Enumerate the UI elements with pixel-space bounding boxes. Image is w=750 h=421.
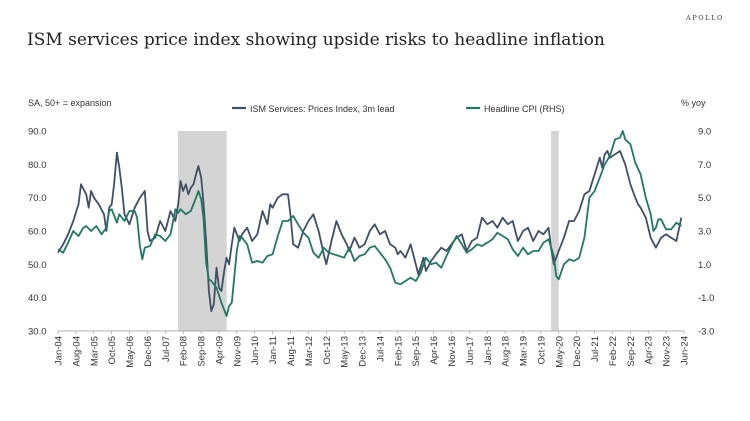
- x-tick-label: Nov-16: [447, 336, 458, 367]
- x-tick-label: Nov-09: [232, 336, 243, 367]
- x-tick-label: Jun-24: [680, 336, 691, 365]
- x-tick-label: Jan-11: [268, 336, 279, 364]
- right-tick-label: -1.0: [698, 293, 714, 304]
- recession-shading: [178, 131, 559, 331]
- x-tick-label: Sep-22: [626, 336, 637, 367]
- x-tick-label: Oct-12: [322, 336, 333, 365]
- x-tick-label: May-13: [340, 336, 351, 368]
- recession-band-0: [178, 131, 227, 331]
- x-tick-label: Feb-22: [608, 336, 619, 366]
- x-tick-label: Apr-16: [429, 336, 440, 365]
- series-line-headline-cpi: [57, 130, 682, 317]
- left-tick-label: 90.0: [28, 127, 47, 138]
- x-tick-label: Mar-12: [304, 336, 315, 366]
- chart-title: ISM services price index showing upside …: [27, 30, 605, 50]
- x-tick-label: May-20: [554, 336, 565, 368]
- x-tick-label: Mar-19: [519, 336, 530, 366]
- left-tick-label: 60.0: [28, 227, 47, 238]
- x-tick-label: Sep-15: [411, 336, 422, 367]
- series-line-ism-services: [57, 150, 683, 312]
- x-tick-label: May-06: [125, 336, 136, 368]
- x-tick-label: Dec-20: [572, 336, 583, 367]
- x-tick-label: Aug-11: [286, 336, 297, 366]
- left-axis-note: SA, 50+ = expansion: [28, 98, 112, 108]
- left-tick-label: 70.0: [28, 193, 47, 204]
- x-tick-label: Jul-07: [161, 336, 172, 362]
- x-tick-label: Sep-08: [197, 336, 208, 367]
- x-tick-label: Jan-04: [54, 336, 65, 365]
- x-tick-label: Jul-21: [590, 336, 601, 362]
- x-tick-label: Dec-13: [358, 336, 369, 367]
- x-tick-label: Jan-18: [483, 336, 494, 365]
- x-tick-label: Jul-14: [375, 336, 386, 362]
- legend: ISM Services: Prices Index, 3m lead Head…: [232, 104, 565, 114]
- x-tick-label: Oct-05: [107, 336, 118, 365]
- recession-band-1: [551, 131, 559, 331]
- legend-label-ism: ISM Services: Prices Index, 3m lead: [250, 104, 395, 114]
- right-tick-label: 7.0: [698, 160, 711, 171]
- x-tick-label: Nov-23: [662, 336, 673, 367]
- x-tick-label: Mar-05: [89, 336, 100, 366]
- right-axis-ticks: -3.0 -1.0 1.0 3.0 5.0 7.0 9.0: [698, 127, 714, 338]
- right-tick-label: -3.0: [698, 327, 714, 338]
- x-tick-label: Apr-09: [214, 336, 225, 365]
- brand-logo: APOLLO: [686, 14, 724, 22]
- right-tick-label: 5.0: [698, 193, 711, 204]
- x-tick-label: Jun-17: [465, 336, 476, 365]
- x-tick-label: Feb-08: [179, 336, 190, 366]
- left-axis-ticks: 30.0 40.0 50.0 60.0 70.0 80.0 90.0: [28, 127, 47, 338]
- right-axis-note: % yoy: [681, 98, 706, 108]
- right-tick-label: 1.0: [698, 260, 711, 271]
- right-tick-label: 3.0: [698, 227, 711, 238]
- x-tick-label: Jun-10: [250, 336, 261, 365]
- x-tick-label: Feb-15: [393, 336, 404, 366]
- x-tick-label: Oct-19: [536, 336, 547, 365]
- right-tick-label: 9.0: [698, 127, 711, 138]
- left-tick-label: 40.0: [28, 293, 47, 304]
- x-tick-label: Aug-04: [71, 336, 82, 367]
- legend-label-cpi: Headline CPI (RHS): [484, 104, 565, 114]
- left-tick-label: 30.0: [28, 327, 47, 338]
- series-lines: [57, 130, 683, 317]
- x-tick-label: Apr-23: [644, 336, 655, 365]
- left-tick-label: 80.0: [28, 160, 47, 171]
- left-tick-label: 50.0: [28, 260, 47, 271]
- x-tick-label: Dec-06: [143, 336, 154, 367]
- x-tick-label: Aug-18: [501, 336, 512, 367]
- x-axis-ticks: Jan-04 Aug-04 Mar-05 Oct-05 May-06 Dec-06 Jul-…: [54, 331, 691, 368]
